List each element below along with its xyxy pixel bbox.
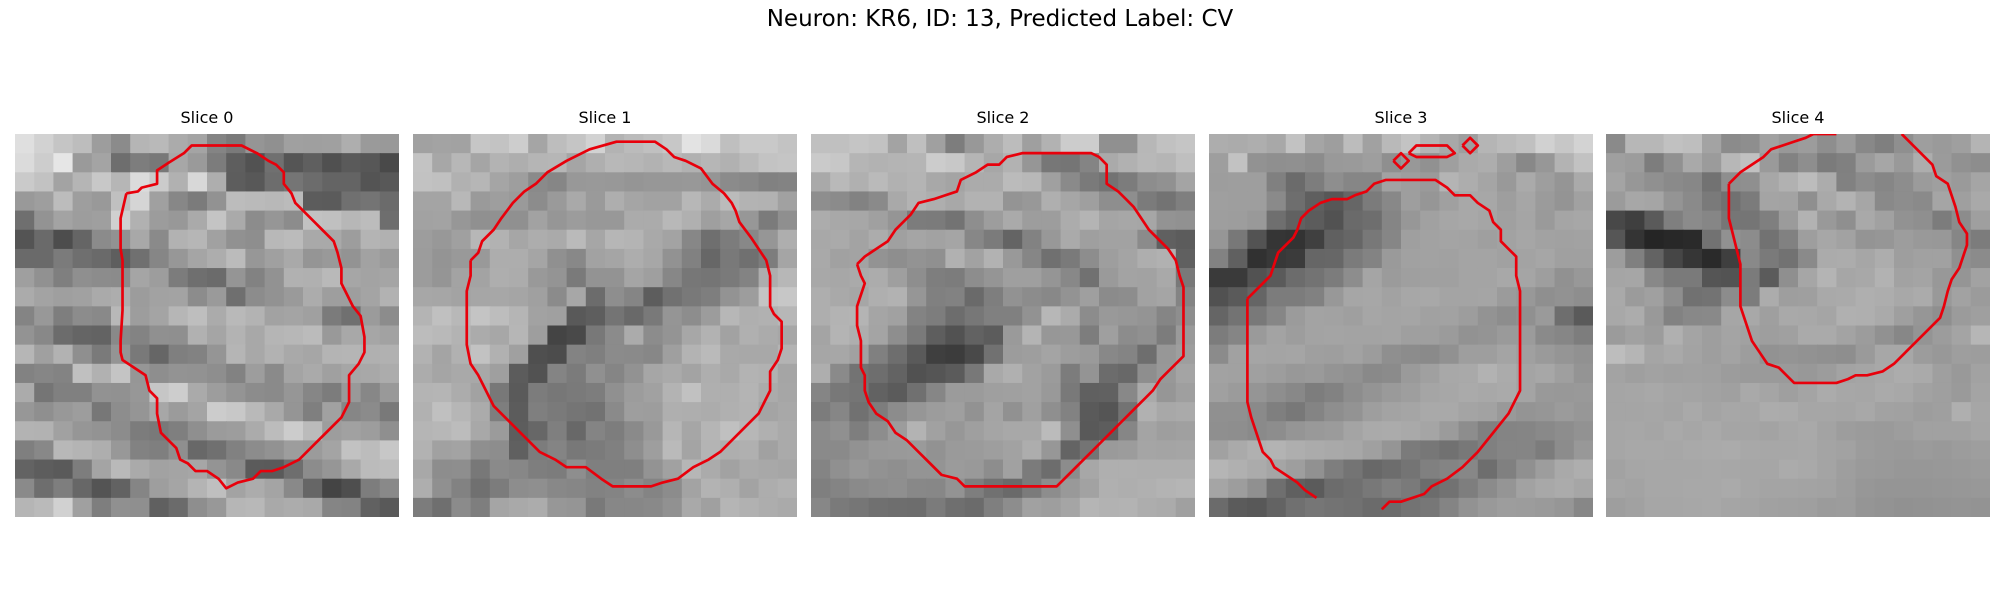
segmentation-contour [1727, 134, 1969, 385]
slice-title: Slice 0 [180, 108, 234, 127]
segmentation-contour [1727, 134, 1837, 185]
slice-title: Slice 1 [578, 108, 632, 127]
slice-image-0 [15, 134, 399, 517]
slice-image-4 [1606, 134, 1990, 517]
slice-image-1 [413, 134, 797, 517]
slice-title: Slice 4 [1771, 108, 1825, 127]
slice-image-3 [1209, 134, 1593, 517]
segmentation-contour [119, 144, 366, 490]
segmentation-contour [855, 151, 1185, 488]
segmentation-contour [1461, 136, 1480, 155]
segmentation-contour [1246, 178, 1522, 511]
figure-title: Neuron: KR6, ID: 13, Predicted Label: CV [766, 6, 1234, 32]
slice-title: Slice 3 [1374, 108, 1428, 127]
segmentation-contour [1407, 144, 1457, 159]
segmentation-contour [1246, 298, 1318, 499]
slice-title: Slice 2 [976, 108, 1030, 127]
segmentation-contour [1392, 151, 1411, 170]
segmentation-contour [465, 140, 783, 488]
slice-image-2 [811, 134, 1195, 517]
